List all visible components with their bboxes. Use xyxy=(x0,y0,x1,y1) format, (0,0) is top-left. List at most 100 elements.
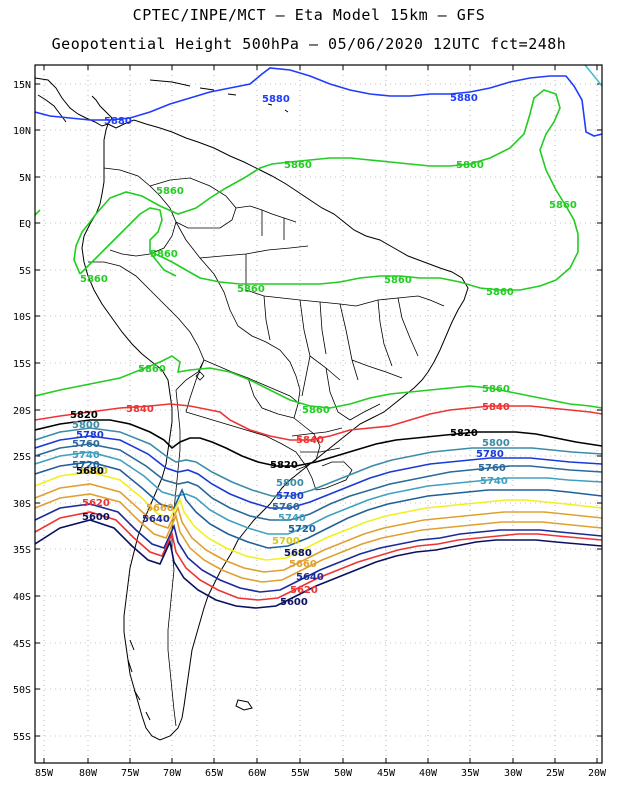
lat-label: 10N xyxy=(13,126,31,137)
lat-label: 5S xyxy=(19,266,31,277)
lat-label: 20S xyxy=(13,406,31,417)
contour-label-5780: 5780 xyxy=(276,491,304,502)
lon-label: 20W xyxy=(588,768,607,779)
contour-label-5880: 5880 xyxy=(262,94,290,105)
lat-label: 35S xyxy=(13,545,31,556)
longitude-labels: 85W 80W 75W 70W 65W 60W 55W 50W 45W 40W 35W 30W 25W 2… xyxy=(35,768,607,779)
lat-label: 40S xyxy=(13,592,31,603)
contour-label-5740: 5740 xyxy=(480,476,508,487)
contour-5720 xyxy=(35,461,602,549)
contour-label-5600: 5600 xyxy=(280,597,308,608)
lat-label: 55S xyxy=(13,732,31,743)
contour-label-5660: 5660 xyxy=(146,503,174,514)
brazil-states xyxy=(199,245,445,453)
contour-label-5860: 5860 xyxy=(150,249,178,260)
contour-5760 xyxy=(35,443,602,521)
contour-label-5860: 5860 xyxy=(302,405,330,416)
contour-5780 xyxy=(35,435,602,509)
contour-label-5720: 5720 xyxy=(288,524,316,535)
contour-5880-north xyxy=(35,67,602,137)
border-ecuador-peru xyxy=(88,261,205,391)
lon-label: 50W xyxy=(334,768,353,779)
contour-label-5760: 5760 xyxy=(72,439,100,450)
contour-5860-andes xyxy=(149,251,177,277)
contour-label-5860: 5860 xyxy=(486,287,514,298)
border-lake-titicaca xyxy=(195,371,205,381)
contour-label-5880: 5880 xyxy=(450,93,478,104)
contour-label-5860: 5860 xyxy=(138,364,166,375)
lon-label: 80W xyxy=(79,768,98,779)
lon-label: 45W xyxy=(377,768,396,779)
contour-label-5860: 5860 xyxy=(237,284,265,295)
map-title: CPTEC/INPE/MCT – Eta Model 15km – GFS xyxy=(132,6,486,24)
contour-5860-tropical xyxy=(35,89,579,291)
lon-label: 60W xyxy=(248,768,267,779)
map-subtitle: Geopotential Height 500hPa – 05/06/2020 … xyxy=(51,35,567,53)
contour-5660 xyxy=(35,493,602,583)
contour-label-5860: 5860 xyxy=(482,384,510,395)
lat-label: 25S xyxy=(13,452,31,463)
contours xyxy=(35,65,602,609)
lon-label: 75W xyxy=(121,768,140,779)
lon-label: 25W xyxy=(546,768,565,779)
border-brazil-west xyxy=(175,221,301,419)
contour-label-5640: 5640 xyxy=(296,572,324,583)
contour-label-5880: 5880 xyxy=(104,116,132,127)
chiloe-fragments xyxy=(127,639,151,721)
border-guianas xyxy=(235,205,297,240)
contour-label-5800: 5800 xyxy=(482,438,510,449)
contour-label-5860: 5860 xyxy=(284,160,312,171)
contour-label-5840: 5840 xyxy=(126,404,154,415)
lon-label: 40W xyxy=(419,768,438,779)
contour-5600 xyxy=(35,519,602,609)
lat-label: 10S xyxy=(13,312,31,323)
contour-5820 xyxy=(35,419,602,467)
lat-label: 5N xyxy=(19,173,31,184)
country-borders xyxy=(88,167,445,727)
contour-label-5860: 5860 xyxy=(456,160,484,171)
contour-label-5860: 5860 xyxy=(549,200,577,211)
contour-label-5700: 5700 xyxy=(80,466,108,477)
contour-label-5840: 5840 xyxy=(482,402,510,413)
contour-5620 xyxy=(35,511,602,601)
coastlines xyxy=(35,77,469,741)
lon-label: 30W xyxy=(504,768,523,779)
contour-label-5620: 5620 xyxy=(82,498,110,509)
lat-label: 15S xyxy=(13,359,31,370)
lat-label: 30S xyxy=(13,499,31,510)
contour-label-5860: 5860 xyxy=(384,275,412,286)
contour-5800 xyxy=(35,427,602,497)
contour-5880-corner xyxy=(584,65,602,87)
contour-label-5700: 5700 xyxy=(272,536,300,547)
contour-label-5820: 5820 xyxy=(70,410,98,421)
contour-5740 xyxy=(35,451,602,535)
lon-label: 70W xyxy=(163,768,182,779)
contour-5840 xyxy=(35,403,602,441)
contour-label-5680: 5680 xyxy=(284,548,312,559)
contour-label-5820: 5820 xyxy=(450,428,478,439)
contour-label-5660: 5660 xyxy=(289,559,317,570)
lat-label: EQ xyxy=(19,219,31,230)
contour-label-5800: 5800 xyxy=(72,420,100,431)
contour-5680 xyxy=(35,483,602,573)
contour-labels: 5880 5880 5880 5860 5860 5860 5860 5860 … xyxy=(70,93,577,608)
contour-5700 xyxy=(35,471,602,561)
latitude-labels: 15N 10N 5N EQ 5S 10S 15S 20S 25S 30S 35S 40S 45S 50S 5… xyxy=(13,80,31,743)
lon-label: 85W xyxy=(35,768,54,779)
map-frame xyxy=(34,64,603,764)
contour-label-5620: 5620 xyxy=(290,585,318,596)
contour-label-5600: 5600 xyxy=(82,512,110,523)
contour-label-5640: 5640 xyxy=(142,514,170,525)
lon-label: 35W xyxy=(461,768,480,779)
contour-label-5800: 5800 xyxy=(276,478,304,489)
contour-label-5740: 5740 xyxy=(278,513,306,524)
contour-5640 xyxy=(35,503,602,593)
lat-label: 45S xyxy=(13,639,31,650)
contour-label-5780: 5780 xyxy=(76,430,104,441)
contour-label-5860: 5860 xyxy=(156,186,184,197)
lat-label: 50S xyxy=(13,685,31,696)
contour-label-5740: 5740 xyxy=(72,450,100,461)
border-argentina-north xyxy=(185,411,317,491)
lon-label: 55W xyxy=(291,768,310,779)
falkland-islands xyxy=(235,699,253,711)
